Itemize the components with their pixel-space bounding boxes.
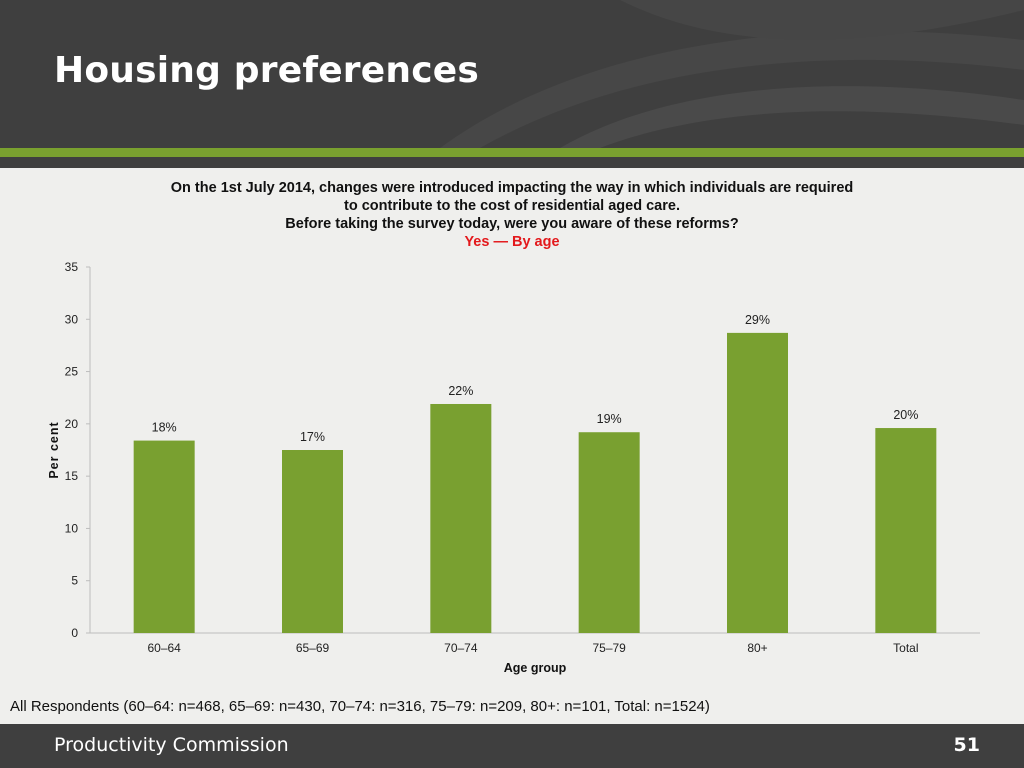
bar-3: [430, 403, 492, 633]
x-tick-label: Total: [893, 641, 918, 655]
bar-chart: 0 5 10 15 20 25 30 35 18% 60–64 17% 65–69 22% 70–74 19…: [47, 260, 980, 675]
x-axis-title: Age group: [504, 661, 567, 675]
x-tick-label: 75–79: [592, 641, 626, 655]
x-tick-label: 60–64: [147, 641, 181, 655]
bar-6: [875, 428, 937, 633]
slide-footer: Productivity Commission 51: [0, 724, 1024, 768]
y-tick-label: 30: [65, 312, 79, 326]
y-tick-label: 5: [71, 574, 78, 588]
bar-data-label: 22%: [448, 384, 473, 398]
divider-stripe: [0, 157, 1024, 168]
y-tick-label: 35: [65, 260, 79, 274]
bar-data-label: 20%: [893, 408, 918, 422]
bar-4: [578, 432, 640, 633]
bar-data-label: 18%: [152, 421, 177, 435]
y-tick-label: 20: [65, 417, 79, 431]
accent-stripe: [0, 148, 1024, 157]
header-swirl-decoration: [440, 0, 1024, 148]
x-tick-label: 65–69: [296, 641, 330, 655]
x-tick-label: 70–74: [444, 641, 478, 655]
sample-size-footnote: All Respondents (60–64: n=468, 65–69: n=…: [10, 698, 710, 715]
question-line-1: On the 1st July 2014, changes were intro…: [170, 180, 854, 196]
y-tick-label: 25: [65, 365, 79, 379]
page-title: Housing preferences: [54, 50, 479, 91]
bar-data-label: 17%: [300, 430, 325, 444]
bar-data-label: 19%: [597, 412, 622, 426]
y-axis-title: Per cent: [47, 421, 61, 478]
bar-2: [282, 450, 343, 633]
question-line-3: Before taking the survey today, were you…: [285, 216, 739, 232]
bar-data-label: 29%: [745, 313, 770, 327]
bar-1: [133, 440, 195, 633]
y-tick-label: 0: [71, 626, 78, 640]
footer-organisation: Productivity Commission: [54, 734, 289, 756]
bar-5: [727, 332, 788, 633]
slide-header: Housing preferences: [0, 0, 1024, 148]
y-tick-label: 15: [65, 469, 79, 483]
chart-subtitle: Yes — By age: [464, 234, 560, 250]
x-tick-label: 80+: [747, 641, 767, 655]
y-tick-label: 10: [65, 521, 79, 535]
page-number: 51: [953, 734, 980, 756]
question-line-2: to contribute to the cost of residential…: [344, 198, 680, 214]
